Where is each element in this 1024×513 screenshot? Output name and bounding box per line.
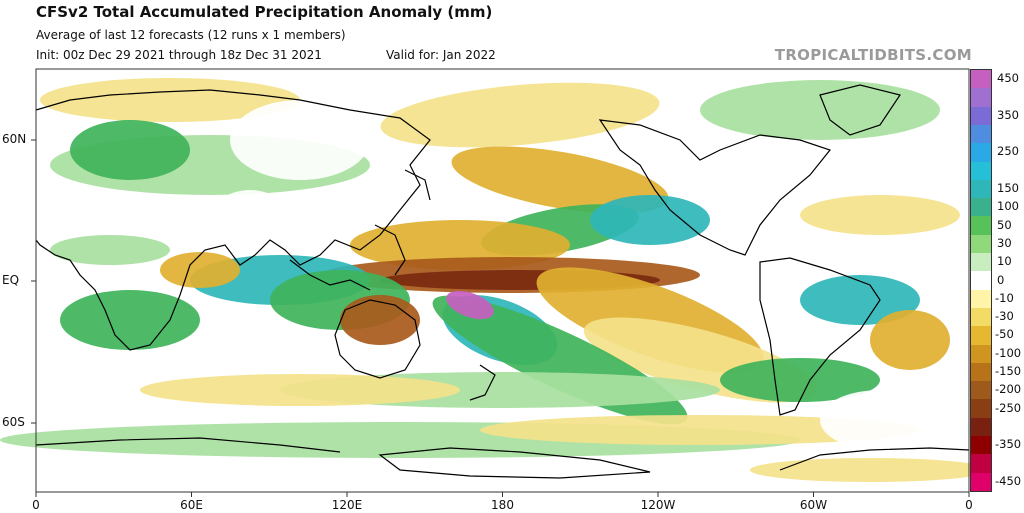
europe-wet bbox=[70, 120, 190, 180]
legend-color-cell bbox=[971, 417, 991, 437]
legend-color-cell bbox=[971, 70, 991, 89]
north-america-coast bbox=[598, 119, 832, 256]
new-zealand-coast bbox=[469, 364, 496, 401]
legend-label: 350 bbox=[997, 107, 1019, 122]
ne-brazil-dry bbox=[870, 310, 950, 370]
legend-color-cell bbox=[971, 88, 991, 108]
s-indian-dry-light bbox=[140, 374, 460, 406]
w-indian-dry bbox=[160, 252, 240, 288]
legend-label: 100 bbox=[997, 199, 1019, 214]
legend-color-cell bbox=[971, 271, 991, 291]
n-atlantic-subtrop-dry bbox=[800, 195, 960, 235]
legend-label: -150 bbox=[995, 364, 1022, 379]
legend-color-cell bbox=[971, 399, 991, 419]
legend-color-cell bbox=[971, 161, 991, 181]
eurasia-africa-coast bbox=[35, 89, 431, 351]
n-atlantic-dry-band bbox=[40, 78, 300, 122]
legend-label: 250 bbox=[997, 144, 1019, 159]
legend-label: 450 bbox=[997, 71, 1019, 86]
legend-color-cell bbox=[971, 289, 991, 309]
legend-label: -30 bbox=[995, 309, 1014, 324]
canada-wet-light bbox=[700, 80, 940, 140]
south-america-coast bbox=[759, 257, 881, 416]
legend-color-cell bbox=[971, 307, 991, 327]
japan-coast bbox=[404, 169, 431, 201]
ne-pacific-wet bbox=[590, 195, 710, 245]
map-subtitle: Average of last 12 forecasts (12 runs x … bbox=[36, 28, 346, 42]
s-atlantic-blank bbox=[820, 390, 940, 450]
legend-color-cell bbox=[971, 234, 991, 254]
s-atlantic-wet bbox=[720, 358, 880, 402]
greenland-coast bbox=[819, 84, 901, 136]
legend-color-cell bbox=[971, 472, 991, 492]
y-tick-label: 60N bbox=[2, 132, 27, 146]
legend-label: 10 bbox=[997, 254, 1012, 269]
legend-color-cell bbox=[971, 106, 991, 126]
legend-label: -10 bbox=[995, 290, 1014, 305]
brand-watermark: TROPICALTIDBITS.COM bbox=[774, 46, 972, 64]
legend-label: -200 bbox=[995, 382, 1022, 397]
legend-color-cell bbox=[971, 179, 991, 199]
init-text: Init: 00z Dec 29 2021 through 18z Dec 31… bbox=[36, 48, 322, 62]
gulf-of-alaska-dry bbox=[451, 146, 669, 214]
x-tick-label: 0 bbox=[32, 498, 40, 512]
australia-coast bbox=[334, 299, 421, 379]
north-pacific-dry-band bbox=[380, 82, 660, 148]
legend-label: -450 bbox=[995, 473, 1022, 488]
legend-label: -100 bbox=[995, 345, 1022, 360]
legend-label: -350 bbox=[995, 437, 1022, 452]
legend-color-cell bbox=[971, 124, 991, 144]
valid-text: Valid for: Jan 2022 bbox=[386, 48, 496, 62]
coastlines bbox=[35, 84, 970, 479]
sahel-wet-light bbox=[50, 235, 170, 265]
anomaly-fields bbox=[0, 78, 990, 482]
x-tick-label: 120W bbox=[640, 498, 676, 512]
legend-color-cell bbox=[971, 326, 991, 346]
legend-color-cell bbox=[971, 143, 991, 162]
legend-label: 150 bbox=[997, 180, 1019, 195]
antarctica-ross-coast bbox=[378, 447, 651, 479]
axis-ticks bbox=[31, 139, 970, 497]
color-legend bbox=[970, 69, 992, 492]
indonesia-coast bbox=[289, 259, 371, 291]
spcz-extreme-wet bbox=[446, 290, 494, 320]
legend-color-cell bbox=[971, 253, 991, 272]
antarctic-dry-band bbox=[480, 415, 920, 445]
x-tick-label: 180 bbox=[491, 498, 514, 512]
n-australia-dry bbox=[340, 295, 420, 345]
x-tick-label: 120E bbox=[331, 498, 363, 512]
philippines-coast bbox=[374, 224, 406, 276]
legend-label: 30 bbox=[997, 235, 1012, 250]
antarctica-west-coast bbox=[779, 447, 970, 471]
amazon-wet bbox=[800, 275, 920, 325]
africa-wet bbox=[60, 290, 200, 350]
legend-color-cell bbox=[971, 454, 991, 474]
x-tick-label: 0 bbox=[965, 498, 973, 512]
legend-label: 0 bbox=[997, 272, 1005, 287]
y-tick-label: EQ bbox=[2, 273, 20, 287]
legend-label: -50 bbox=[995, 327, 1014, 342]
weddell-dry bbox=[750, 458, 990, 482]
legend-color-cell bbox=[971, 344, 991, 364]
legend-color-cell bbox=[971, 216, 991, 236]
map-title: CFSv2 Total Accumulated Precipitation An… bbox=[36, 3, 493, 21]
siberia-blank bbox=[230, 100, 370, 180]
legend-color-cell bbox=[971, 381, 991, 400]
legend-color-cell bbox=[971, 436, 991, 455]
arabia-blank bbox=[210, 190, 290, 250]
y-tick-label: 60S bbox=[2, 415, 25, 429]
legend-color-cell bbox=[971, 198, 991, 217]
legend-label: -250 bbox=[995, 400, 1022, 415]
antarctica-east-coast bbox=[35, 437, 341, 453]
legend-label: 50 bbox=[997, 217, 1012, 232]
x-tick-label: 60W bbox=[799, 498, 828, 512]
legend-color-cell bbox=[971, 362, 991, 382]
x-tick-label: 60E bbox=[180, 498, 203, 512]
